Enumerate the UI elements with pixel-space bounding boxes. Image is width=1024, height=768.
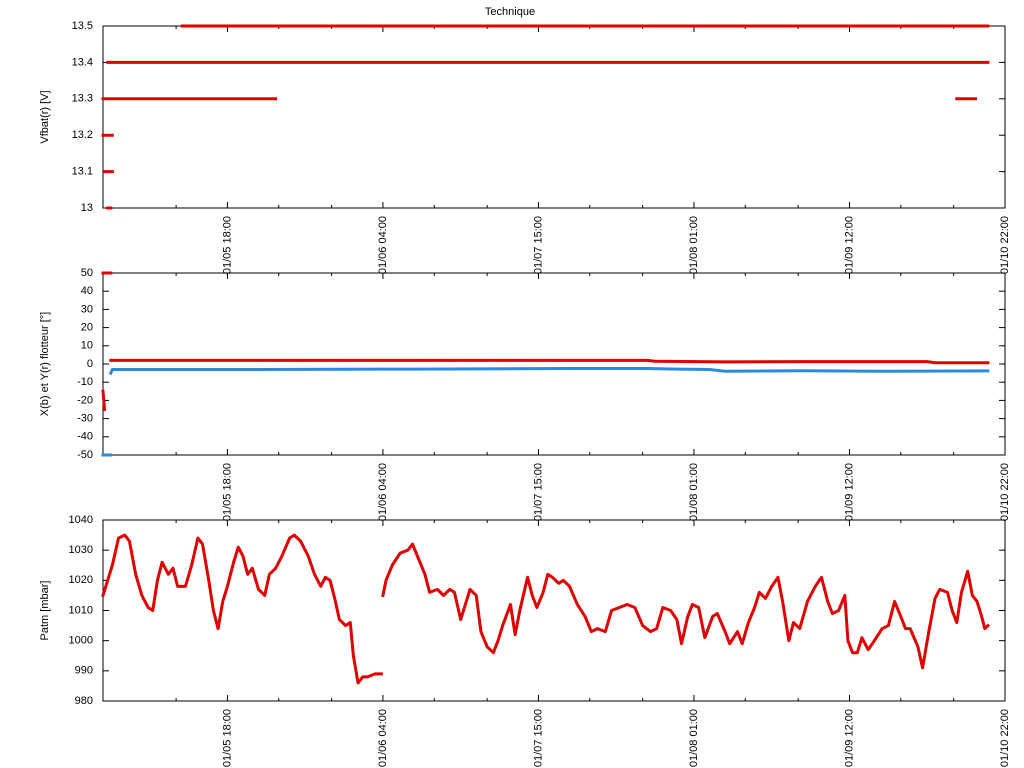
x-tick-label: 01/08 01:00 — [688, 709, 700, 767]
y-tick-label: 13.1 — [72, 166, 93, 178]
y-tick-label: 13.5 — [72, 20, 93, 32]
x-tick-label: 01/09 12:00 — [843, 216, 855, 274]
y-tick-label: 1010 — [69, 604, 93, 616]
x-tick-label: 01/10 22:00 — [999, 216, 1011, 274]
x-tick-label: 01/07 15:00 — [532, 216, 544, 274]
y-tick-label: -40 — [77, 431, 93, 443]
y-tick-label: 50 — [81, 267, 93, 279]
y-tick-label: -10 — [77, 376, 93, 388]
y-tick-label: -50 — [77, 449, 93, 461]
x-tick-label: 01/09 12:00 — [843, 463, 855, 521]
y-tick-label: 0 — [87, 358, 93, 370]
y-tick-label: 980 — [75, 695, 93, 707]
y-tick-label: 13.3 — [72, 93, 93, 105]
y-tick-label: 13 — [81, 202, 93, 214]
y-axis-label: Patm [mbar] — [39, 581, 51, 641]
x-tick-label: 01/08 01:00 — [688, 463, 700, 521]
y-tick-label: 40 — [81, 285, 93, 297]
x-tick-label: 01/08 01:00 — [688, 216, 700, 274]
x-tick-label: 01/05 18:00 — [221, 463, 233, 521]
data-line — [101, 24, 990, 210]
x-tick-label: 01/06 04:00 — [377, 709, 389, 767]
y-tick-label: -20 — [77, 394, 93, 406]
y-tick-label: 13.2 — [72, 129, 93, 141]
y-tick-label: 20 — [81, 322, 93, 334]
data-line — [101, 367, 990, 457]
x-tick-label: 01/06 04:00 — [377, 463, 389, 521]
x-tick-label: 01/09 12:00 — [843, 709, 855, 767]
y-tick-label: 990 — [75, 665, 93, 677]
y-tick-label: 10 — [81, 340, 93, 352]
x-tick-label: 01/10 22:00 — [999, 709, 1011, 767]
y-tick-label: -30 — [77, 413, 93, 425]
y-tick-label: 13.4 — [72, 56, 93, 68]
chart-title: Technique — [485, 6, 535, 18]
y-tick-label: 30 — [81, 303, 93, 315]
y-axis-label: X(b) et Y(r) flotteur [°] — [39, 312, 51, 416]
x-tick-label: 01/05 18:00 — [221, 216, 233, 274]
x-tick-label: 01/10 22:00 — [999, 463, 1011, 521]
x-tick-label: 01/05 18:00 — [221, 709, 233, 767]
y-tick-label: 1020 — [69, 574, 93, 586]
x-tick-label: 01/06 04:00 — [377, 216, 389, 274]
x-tick-label: 01/07 15:00 — [532, 463, 544, 521]
y-tick-label: 1000 — [69, 635, 93, 647]
x-tick-label: 01/07 15:00 — [532, 709, 544, 767]
y-axis-label: Vfbat(r) [V] — [39, 90, 51, 143]
data-line — [101, 271, 990, 412]
data-line — [101, 533, 991, 685]
y-tick-label: 1040 — [69, 514, 93, 526]
y-tick-label: 1030 — [69, 544, 93, 556]
